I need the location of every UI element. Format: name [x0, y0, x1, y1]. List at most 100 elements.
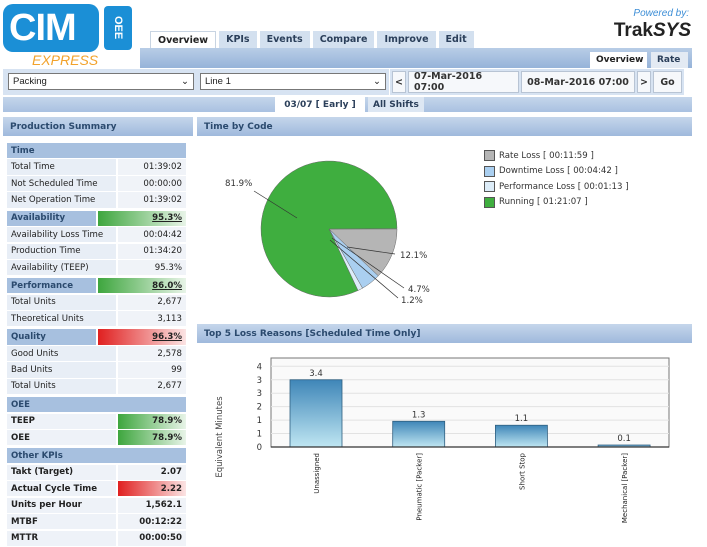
- bar-data-label: 0.1: [617, 434, 631, 444]
- summary-value: 96.3%: [97, 329, 186, 345]
- bar: [392, 420, 446, 448]
- bar-data-label: 3.4: [309, 369, 323, 379]
- summary-row: Quality 96.3%: [7, 329, 186, 345]
- x-tick-label: Short Stop: [518, 452, 526, 489]
- pie-leader: [253, 190, 298, 219]
- summary-value: 99: [118, 362, 186, 378]
- summary-label: Net Operation Time: [7, 192, 116, 208]
- tab-overview[interactable]: Overview: [150, 31, 217, 48]
- summary-value: 2.07: [118, 464, 186, 480]
- tab-compare[interactable]: Compare: [312, 31, 375, 48]
- loss-reasons-header: Top 5 Loss Reasons [Scheduled Time Only]: [197, 324, 692, 343]
- shift-all[interactable]: All Shifts: [368, 97, 424, 112]
- summary-value: 00:04:42: [118, 227, 186, 243]
- summary-label: Theoretical Units: [7, 311, 116, 327]
- summary-row: Units per Hour 1,562.1: [7, 497, 186, 513]
- pie-label: 12.1%: [400, 251, 427, 261]
- summary-value: 2,677: [118, 294, 186, 310]
- summary-label: Takt (Target): [7, 464, 116, 480]
- area-select[interactable]: Packing ⌄: [8, 73, 194, 90]
- summary-label: Availability Loss Time: [7, 227, 116, 243]
- tab-kpis[interactable]: KPIs: [219, 31, 257, 48]
- summary-row: Availability (TEEP) 95.3%: [7, 260, 186, 276]
- y-tick-label: 3: [257, 389, 262, 399]
- summary-row: Actual Cycle Time 2.22: [7, 481, 186, 497]
- y-tick-label: 0: [257, 443, 262, 453]
- date-controls: < 07-Mar-2016 07:00 08-Mar-2016 07:00 > …: [390, 69, 684, 95]
- legend-duration: 00:04:42: [573, 166, 612, 177]
- summary-row: TEEP 78.9%: [7, 413, 186, 429]
- summary-row: Total Units 2,677: [7, 294, 186, 310]
- legend-item: Rate Loss [ 00:11:59 ]: [484, 148, 629, 164]
- tab-events[interactable]: Events: [259, 31, 310, 48]
- summary-value: 1,562.1: [118, 497, 186, 513]
- summary-value: 78.9%: [118, 413, 186, 429]
- legend-swatch: [484, 165, 495, 177]
- y-tick-label: 1: [257, 416, 262, 426]
- chevron-down-icon: ⌄: [373, 76, 381, 87]
- summary-value: 3,113: [118, 311, 186, 327]
- summary-value: 00:12:22: [118, 514, 186, 530]
- summary-row: Not Scheduled Time 00:00:00: [7, 175, 186, 192]
- bar: [289, 379, 343, 448]
- summary-label: Actual Cycle Time: [7, 481, 116, 497]
- summary-label: Other KPIs: [7, 448, 186, 464]
- summary-row: OEE 78.9%: [7, 430, 186, 446]
- pie-label: 4.7%: [408, 285, 430, 295]
- production-summary-header: Production Summary: [3, 117, 193, 136]
- summary-value: 00:00:00: [118, 175, 186, 192]
- summary-label: Performance: [7, 278, 96, 294]
- shift-current[interactable]: 03/07 [ Early ]: [275, 97, 365, 112]
- summary-value: 01:39:02: [118, 159, 186, 175]
- summary-label: Quality: [7, 329, 96, 345]
- traksys-logo: TrakSYS: [614, 20, 691, 42]
- area-value: Packing: [13, 76, 47, 87]
- legend-name: Performance Loss: [499, 181, 576, 192]
- powered-by: Powered by:: [633, 8, 689, 19]
- summary-row: Good Units 2,578: [7, 345, 186, 362]
- summary-value: 01:39:02: [118, 192, 186, 208]
- summary-row: Takt (Target) 2.07: [7, 464, 186, 480]
- oee-logo: OEE: [104, 6, 132, 50]
- tab-improve[interactable]: Improve: [377, 31, 436, 48]
- summary-label: OEE: [7, 430, 116, 446]
- summary-label: Not Scheduled Time: [7, 175, 116, 192]
- start-date[interactable]: 07-Mar-2016 07:00: [408, 71, 519, 93]
- pie-slice: [260, 160, 398, 298]
- x-tick-label: Unassigned: [313, 453, 321, 494]
- subtab-overview[interactable]: Overview: [590, 52, 647, 68]
- next-button[interactable]: >: [637, 71, 651, 93]
- summary-value: 2,578: [118, 345, 186, 362]
- summary-row: Availability 95.3%: [7, 210, 186, 226]
- legend-swatch: [484, 196, 495, 208]
- tab-edit[interactable]: Edit: [438, 31, 474, 48]
- x-tick-label: Pneumatic [Packer]: [416, 453, 424, 521]
- summary-row: MTTR 00:00:50: [7, 530, 186, 546]
- summary-label: Availability: [7, 210, 96, 226]
- pie-chart: 12.1% 4.7%1.2% 81.9%: [225, 160, 430, 306]
- pie-leader: [331, 237, 405, 289]
- chevron-down-icon: ⌄: [181, 76, 189, 87]
- line-select[interactable]: Line 1 ⌄: [200, 73, 386, 90]
- summary-value: 86.0%: [97, 278, 186, 294]
- summary-label: TEEP: [7, 413, 116, 429]
- summary-label: Production Time: [7, 243, 116, 259]
- summary-row: Total Time 01:39:02: [7, 159, 186, 175]
- summary-label: OEE: [7, 397, 186, 413]
- prev-button[interactable]: <: [392, 71, 406, 93]
- summary-value: 00:00:50: [118, 530, 186, 546]
- summary-row: OEE: [7, 397, 186, 413]
- time-by-code-header: Time by Code: [197, 117, 692, 136]
- y-tick-label: 1: [257, 430, 262, 440]
- summary-label: Total Units: [7, 378, 116, 395]
- legend-item: Running [ 01:21:07 ]: [484, 195, 629, 211]
- y-axis-label: Equivalent Minutes: [215, 396, 225, 478]
- x-tick-label: Mechanical [Packer]: [621, 453, 629, 523]
- summary-value: 95.3%: [118, 260, 186, 276]
- brand-a: Trak: [613, 20, 653, 41]
- summary-label: Availability (TEEP): [7, 260, 116, 276]
- end-date[interactable]: 08-Mar-2016 07:00: [521, 71, 635, 93]
- pie-label: 1.2%: [401, 296, 423, 306]
- go-button[interactable]: Go: [653, 71, 682, 93]
- subtab-rate[interactable]: Rate: [651, 52, 688, 68]
